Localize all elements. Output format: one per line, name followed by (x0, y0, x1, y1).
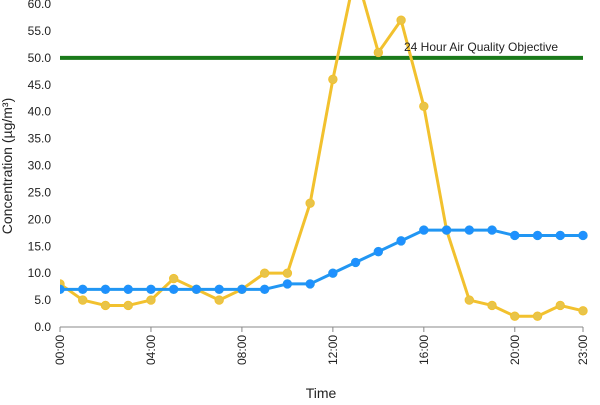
series-1-point (578, 306, 588, 316)
series-2-point (146, 284, 156, 295)
series-2-point (373, 246, 384, 257)
x-axis-ticks: 00:00 04:00 08:00 12:00 16:00 20:00 23:00 (53, 327, 590, 365)
reference-line-label: 24 Hour Air Quality Objective (404, 40, 558, 54)
series-2-point (350, 257, 361, 268)
series-2-point (78, 284, 88, 295)
series-1-point (464, 295, 475, 305)
series-1-point (396, 15, 406, 25)
series-2-point (396, 236, 406, 246)
x-axis-title: Time (306, 385, 337, 400)
series-1-point (100, 300, 111, 311)
x-tick-label: 20:00 (508, 335, 522, 365)
x-tick-label: 00:00 (53, 335, 67, 365)
series-2-point (123, 284, 133, 295)
series-1-point (487, 300, 497, 311)
y-tick-label: 25.0 (28, 185, 52, 199)
series-2-point (237, 284, 247, 295)
series-2-point (555, 230, 565, 241)
x-tick-label: 23:00 (576, 335, 590, 365)
y-tick-label: 5.0 (34, 293, 51, 307)
series-2-point (305, 279, 315, 289)
x-tick-label: 08:00 (235, 335, 249, 365)
x-tick-label: 04:00 (144, 335, 158, 365)
series-1-point (282, 268, 293, 278)
series-1-point (510, 311, 520, 321)
series-2-point (191, 284, 202, 295)
series-2-point (464, 225, 475, 235)
series-1-point (168, 273, 179, 284)
series-1-point (532, 311, 543, 321)
series-2-point (419, 225, 429, 235)
series-2-point (100, 284, 111, 295)
series-1-point (305, 198, 315, 208)
series-2-point (214, 284, 224, 295)
series-2-point (60, 284, 65, 295)
series-1-point (123, 300, 133, 311)
series-1-point (214, 295, 224, 305)
series-2-point (282, 279, 293, 289)
y-tick-label: 40.0 (28, 105, 52, 119)
y-tick-label: 35.0 (28, 132, 52, 146)
series-2-point (578, 230, 588, 241)
series-2-point (168, 284, 179, 295)
series-2-point (532, 230, 543, 241)
y-axis-title: Concentration (µg/m³) (0, 98, 15, 234)
x-tick-label: 12:00 (326, 335, 340, 365)
y-axis-ticks: 0.0 5.0 10.0 15.0 20.0 25.0 30.0 35.0 40.0 45.0 50… (28, 0, 52, 334)
series-2-point (510, 230, 520, 241)
series-2-point (441, 225, 452, 235)
series-1-point (328, 74, 338, 85)
y-tick-label: 20.0 (28, 212, 52, 226)
series-1-point (373, 47, 384, 58)
y-tick-label: 55.0 (28, 24, 52, 38)
y-tick-label: 60.0 (28, 0, 52, 11)
x-tick-label: 16:00 (417, 335, 431, 365)
series-1-point (146, 295, 156, 305)
y-tick-label: 0.0 (34, 320, 51, 334)
series-1-point (419, 101, 429, 111)
series-1-point (78, 295, 88, 305)
y-tick-label: 15.0 (28, 239, 52, 253)
series-2-line (60, 228, 583, 291)
series-2-point (259, 284, 270, 295)
plot-area (60, 0, 588, 321)
series-1-point (555, 300, 565, 311)
y-tick-label: 45.0 (28, 78, 52, 92)
y-tick-label: 50.0 (28, 51, 52, 65)
series-2-point (487, 225, 497, 235)
y-tick-label: 10.0 (28, 266, 52, 280)
series-1-point (259, 268, 270, 278)
y-tick-label: 30.0 (28, 159, 52, 173)
series-2-point (328, 268, 338, 278)
